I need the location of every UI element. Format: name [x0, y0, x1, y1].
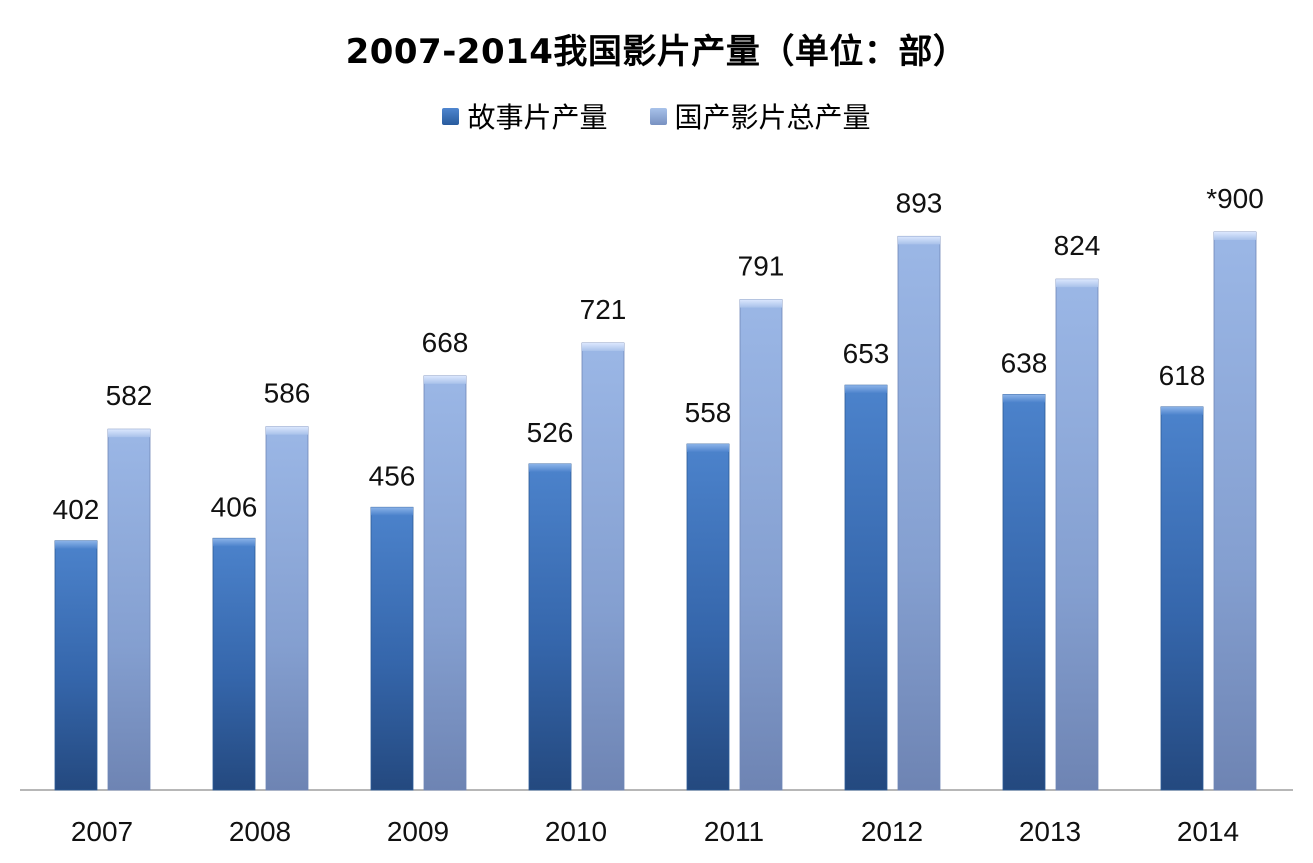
- data-label-story-2012: 653: [843, 338, 890, 369]
- bar-story-2008: [212, 537, 256, 791]
- bar-story-2012: [844, 384, 888, 791]
- bar-story-2014: [1160, 406, 1204, 791]
- bar-story-2010: [528, 463, 572, 791]
- bar-total-2014: [1213, 231, 1257, 791]
- bar-cap-total-2014: [1214, 232, 1256, 240]
- x-tick-2008: 2008: [229, 816, 291, 847]
- bar-total-2008: [265, 426, 309, 791]
- bar-cap-total-2012: [898, 236, 940, 245]
- bar-total-2009: [423, 375, 467, 791]
- x-tick-2014: 2014: [1177, 816, 1239, 847]
- x-tick-2007: 2007: [71, 816, 133, 847]
- data-label-total-2012: 893: [896, 187, 943, 218]
- legend-label-total-films: 国产影片总产量: [674, 101, 871, 134]
- bar-cap-total-2008: [266, 426, 308, 435]
- bar-cap-story-2013: [1003, 394, 1045, 403]
- bar-story-2013: [1002, 394, 1046, 791]
- bar-cap-story-2010: [529, 463, 571, 472]
- chart-title: 2007-2014我国影片产量（单位：部）: [345, 32, 968, 72]
- bar-total-2010: [581, 342, 625, 791]
- legend-item-total-films: 国产影片总产量: [649, 96, 871, 136]
- data-label-story-2014: 618: [1159, 360, 1206, 391]
- bar-cap-story-2012: [845, 385, 887, 394]
- x-tick-2009: 2009: [387, 816, 449, 847]
- data-label-story-2010: 526: [527, 417, 574, 448]
- bar-total-2012: [897, 235, 941, 791]
- data-label-total-2013: 824: [1054, 230, 1101, 261]
- bar-story-2009: [370, 506, 414, 791]
- legend-label-story-films: 故事片产量: [467, 101, 608, 134]
- bar-cap-total-2007: [108, 429, 150, 438]
- bar-cap-story-2011: [687, 444, 729, 453]
- legend-item-story-films: 故事片产量: [442, 96, 608, 136]
- bar-cap-story-2009: [371, 507, 413, 516]
- data-label-total-2008: 586: [264, 378, 311, 409]
- data-label-story-2008: 406: [211, 491, 258, 522]
- bar-cap-story-2014: [1161, 406, 1203, 415]
- data-label-story-2007: 402: [53, 494, 100, 525]
- bar-story-2007: [54, 540, 98, 791]
- bar-total-2007: [107, 428, 151, 791]
- data-label-story-2011: 558: [685, 397, 732, 428]
- bar-cap-total-2009: [424, 375, 466, 384]
- legend-swatch-story-films: [442, 107, 460, 125]
- x-tick-2013: 2013: [1019, 816, 1081, 847]
- data-label-story-2013: 638: [1001, 347, 1048, 378]
- bar-cap-total-2010: [582, 342, 624, 351]
- data-label-total-2011: 791: [738, 251, 785, 282]
- data-label-total-2014: *900: [1206, 183, 1264, 214]
- bar-story-2011: [686, 443, 730, 791]
- bar-cap-total-2011: [740, 299, 782, 308]
- x-tick-2012: 2012: [861, 816, 923, 847]
- data-label-total-2010: 721: [580, 294, 627, 325]
- data-label-story-2009: 456: [369, 460, 416, 491]
- bar-total-2013: [1055, 278, 1099, 791]
- chart-legend: 故事片产量 国产影片总产量: [0, 96, 1313, 136]
- legend-swatch-total-films: [649, 107, 667, 125]
- x-tick-2010: 2010: [545, 816, 607, 847]
- x-tick-2011: 2011: [704, 816, 764, 847]
- bar-cap-story-2008: [213, 538, 255, 547]
- bar-cap-total-2013: [1056, 279, 1098, 288]
- data-label-total-2007: 582: [106, 380, 153, 411]
- bar-total-2011: [739, 299, 783, 791]
- bar-cap-story-2007: [55, 540, 97, 549]
- data-label-total-2009: 668: [422, 327, 469, 358]
